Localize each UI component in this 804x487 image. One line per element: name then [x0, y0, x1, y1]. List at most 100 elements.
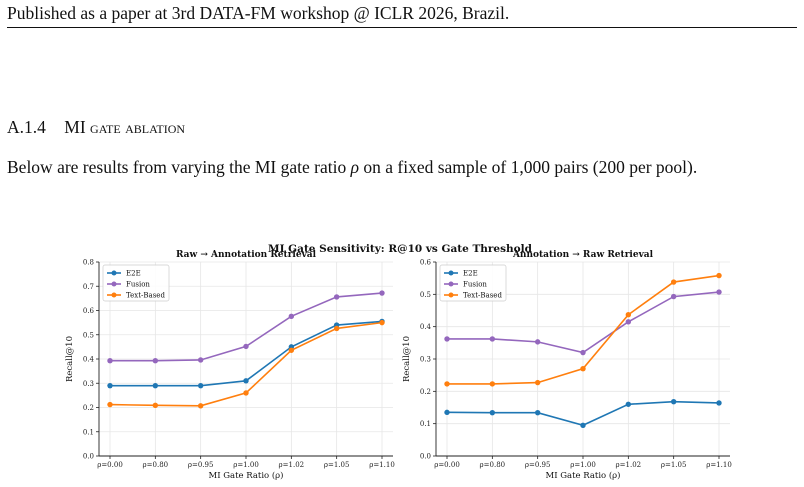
data-point [107, 382, 113, 389]
data-point [243, 343, 249, 350]
y-tick-label: 0.3 [83, 380, 94, 388]
data-point [107, 357, 113, 364]
x-tick-label: ρ=0.95 [525, 461, 551, 469]
x-tick-label: ρ=0.00 [97, 461, 123, 469]
legend-label: Text-Based [463, 292, 502, 300]
x-tick-label: ρ=1.02 [616, 461, 642, 469]
data-point [489, 336, 496, 342]
data-point [716, 272, 722, 279]
header-rule [7, 27, 797, 28]
chart-raw-to-annotation: 0.0 0.1 0.2 0.3 0.4 0.5 0.6 0.7 0.8 ρ=0.00 ρ=0.80 ρ… [65, 250, 395, 481]
data-point [152, 402, 159, 409]
figure-suptitle: MI Gate Sensitivity: R@10 vs Gate Thresh… [268, 243, 533, 255]
legend-label: E2E [126, 270, 141, 278]
y-axis-label: Recall@10 [65, 336, 75, 382]
data-point [580, 349, 586, 356]
x-tick-label: ρ=1.00 [570, 461, 596, 469]
data-point [489, 381, 496, 387]
figure: MI Gate Sensitivity: R@10 vs Gate Thresh… [65, 243, 732, 481]
y-tick-label: 0.6 [83, 307, 95, 315]
x-tick-label: ρ=1.05 [324, 461, 350, 469]
y-tick-label: 0.0 [420, 453, 431, 461]
y-tick-label: 0.4 [420, 323, 432, 331]
y-tick-label: 0.3 [420, 356, 431, 364]
x-tick-label: ρ=0.80 [143, 461, 169, 469]
x-tick-label: ρ=0.80 [480, 461, 506, 469]
y-tick-label: 0.1 [83, 428, 94, 436]
x-axis-label: MI Gate Ratio (ρ) [545, 470, 620, 481]
y-tick-label: 0.7 [83, 283, 94, 291]
y-tick-label: 0.4 [83, 356, 95, 364]
data-point [288, 313, 295, 320]
paragraph-after: on a fixed sample of 1,000 pairs (200 pe… [358, 157, 698, 177]
legend-marker [111, 270, 117, 276]
chart-title: Raw → Annotation Retrieval [176, 250, 317, 260]
data-point [625, 312, 632, 318]
legend-box [439, 264, 507, 302]
legend-marker [111, 292, 117, 298]
y-tick-label: 0.1 [420, 420, 431, 428]
y-tick-label: 0.8 [83, 259, 94, 267]
paragraph-before: Below are results from varying the MI ga… [7, 157, 351, 177]
legend-marker [448, 281, 454, 287]
data-point [670, 279, 677, 285]
section-heading: A.1.4 MI gate ablation [7, 117, 185, 138]
y-tick-label: 0.5 [83, 331, 94, 339]
y-tick-label: 0.5 [420, 291, 431, 299]
y-tick-label: 0.0 [83, 453, 94, 461]
data-point [197, 357, 204, 363]
data-point [580, 366, 586, 372]
rho-symbol: ρ [350, 157, 359, 177]
data-point [625, 319, 632, 325]
x-tick-label: ρ=1.00 [233, 461, 259, 469]
x-tick-label: ρ=1.05 [661, 461, 687, 469]
page-header: Published as a paper at 3rd DATA-FM work… [7, 3, 510, 23]
data-point [243, 390, 249, 396]
data-point [379, 290, 385, 296]
data-point [444, 381, 450, 387]
data-point [534, 409, 541, 416]
section-title: MI gate ablation [64, 117, 186, 137]
legend-label: E2E [463, 270, 478, 278]
legend-label: Fusion [463, 281, 487, 289]
data-point [197, 403, 204, 409]
y-axis-label: Recall@10 [402, 336, 412, 382]
chart-annotation-to-raw: 0.0 0.1 0.2 0.3 0.4 0.5 0.6 ρ=0.00 ρ=0.80 ρ=0.95 ρ… [402, 250, 732, 481]
x-tick-label: ρ=1.10 [369, 461, 395, 469]
x-tick-label: ρ=0.00 [434, 461, 460, 469]
data-point [670, 293, 677, 300]
section-number: A.1.4 [7, 117, 46, 137]
data-point [379, 319, 385, 326]
data-point [152, 382, 159, 389]
chart-title: Annotation → Raw Retrieval [512, 250, 654, 260]
body-paragraph: Below are results from varying the MI ga… [7, 157, 802, 178]
legend-box [102, 264, 170, 302]
data-point [152, 357, 159, 364]
data-point [444, 336, 450, 342]
legend-label: Fusion [126, 281, 150, 289]
data-point [716, 400, 722, 406]
y-tick-label: 0.2 [420, 388, 431, 396]
y-tick-label: 0.2 [83, 404, 94, 412]
x-tick-label: ρ=0.95 [188, 461, 214, 469]
x-tick-label: ρ=1.02 [279, 461, 305, 469]
x-tick-label: ρ=1.10 [706, 461, 732, 469]
data-point [670, 398, 677, 405]
x-axis-label: MI Gate Ratio (ρ) [208, 470, 283, 481]
data-point [444, 409, 450, 416]
data-point [197, 382, 204, 389]
data-point [243, 378, 249, 384]
legend-marker [111, 281, 117, 287]
data-point [489, 409, 496, 416]
data-point [580, 422, 586, 428]
data-point [288, 347, 295, 353]
data-point [534, 339, 541, 345]
data-point [716, 289, 722, 295]
y-tick-label: 0.6 [420, 259, 432, 267]
data-point [625, 401, 632, 407]
legend-label: Text-Based [126, 292, 165, 300]
legend-marker [448, 270, 454, 276]
data-point [534, 379, 541, 386]
data-point [333, 294, 340, 300]
data-point [107, 401, 113, 408]
